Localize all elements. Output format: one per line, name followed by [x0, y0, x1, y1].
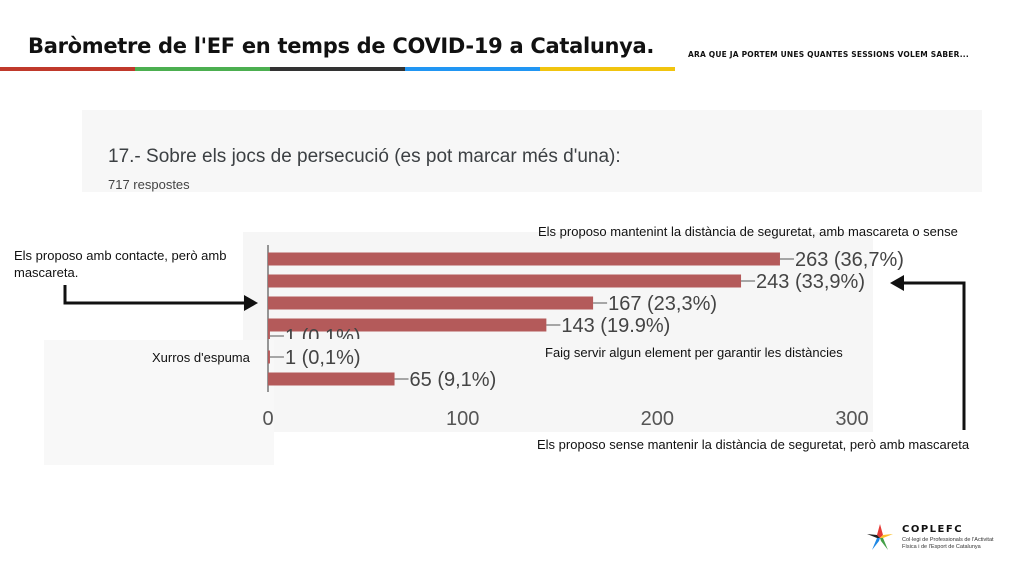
- color-stripe-blue: [405, 67, 540, 71]
- x-tick-100: 100: [446, 408, 479, 430]
- coplefc-logo: [867, 524, 893, 550]
- bar-2: [268, 296, 594, 310]
- bar-1: [268, 274, 742, 288]
- bar-label-3: 143 (19.9%): [561, 315, 670, 337]
- bar-row-4: 1 (0,1%): [268, 326, 361, 348]
- x-tick-300: 300: [835, 408, 868, 430]
- bar-5: [268, 350, 270, 364]
- x-tick-0: 0: [262, 408, 273, 430]
- annotation-no-distance-mask: Els proposo sense mantenir la distància …: [537, 437, 970, 452]
- page-title: Baròmetre de l'EF en temps de COVID-19 a…: [28, 34, 655, 58]
- annotation-foam: Xurros d'espuma: [152, 350, 250, 365]
- bar-label-1: 243 (33,9%): [756, 271, 865, 293]
- bar-row-1: 243 (33,9%): [268, 271, 865, 293]
- bar-4: [268, 329, 270, 339]
- bar-6: [268, 372, 395, 386]
- x-tick-200: 200: [641, 408, 674, 430]
- bar-row-2: 167 (23,3%): [268, 293, 717, 315]
- bar-label-6: 65 (9,1%): [410, 369, 497, 391]
- right-arrow: [904, 281, 966, 430]
- annotation-contact-mask: Els proposo amb contacte, però amb masca…: [14, 248, 227, 280]
- color-stripe-yellow: [540, 67, 675, 71]
- question-title: 17.- Sobre els jocs de persecució (es po…: [108, 146, 621, 167]
- page-subtitle: ARA QUE JA PORTEM UNES QUANTES SESSIONS …: [688, 50, 969, 59]
- left-arrow: [63, 285, 244, 305]
- bar-label-0: 263 (36,7%): [795, 249, 904, 271]
- right-arrow-head: [890, 275, 904, 291]
- bar-row-0: 263 (36,7%): [268, 249, 904, 271]
- bar-3: [268, 318, 547, 332]
- color-stripe-green: [135, 67, 270, 71]
- bar-0: [268, 252, 780, 266]
- left-arrow-head: [244, 295, 258, 311]
- color-stripe: [0, 67, 675, 71]
- response-count: 717 respostes: [108, 177, 190, 192]
- color-stripe-black: [270, 67, 405, 71]
- color-stripe-red: [0, 67, 135, 71]
- bars-group: 263 (36,7%)243 (33,9%) 167 (23,3%)143 (19…: [268, 249, 904, 391]
- annotation-element: Faig servir algun element per garantir l…: [545, 345, 843, 360]
- logo-name: COPLEFC: [902, 524, 964, 535]
- bar-row-3: 143 (19.9%): [268, 315, 670, 337]
- bar-row-6: 65 (9,1%): [268, 369, 496, 391]
- chart-panel-lower: [44, 340, 274, 465]
- bar-label-5: 1 (0,1%): [285, 347, 361, 369]
- bar-label-2: 167 (23,3%): [608, 293, 717, 315]
- annotation-distance: Els proposo mantenint la distància de se…: [538, 224, 958, 239]
- x-ticks-group: 0 100 200 300: [262, 408, 868, 430]
- bar-label-4: 1 (0,1%): [285, 326, 361, 348]
- logo-subtitle: Col·legi de Professionals de l'Activitat…: [902, 537, 994, 550]
- bar-row-5: 1 (0,1%): [268, 347, 361, 369]
- question-panel: [82, 110, 982, 192]
